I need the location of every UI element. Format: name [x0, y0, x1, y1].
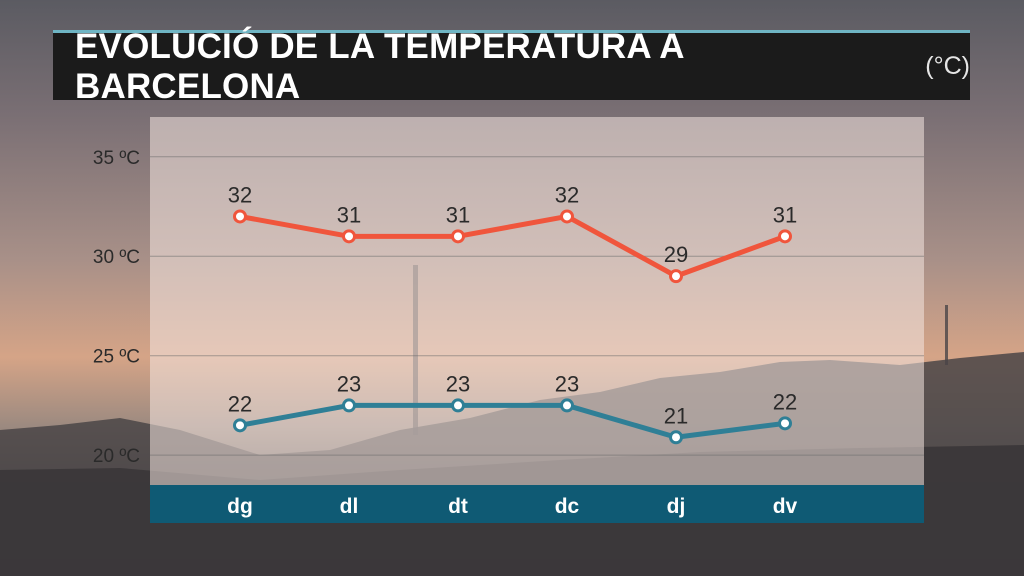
- x-tick-label: dj: [667, 495, 686, 518]
- x-tick-label: dt: [448, 495, 468, 518]
- x-axis-band: [150, 485, 924, 523]
- chart-title-unit: (°C): [925, 52, 970, 80]
- data-label-min: 21: [664, 403, 688, 428]
- x-tick-label: dl: [340, 495, 359, 518]
- x-axis-ticks: dg dl dt dc dj dv: [227, 495, 797, 518]
- x-tick-label: dv: [773, 495, 798, 518]
- y-tick-label: 30 ºC: [93, 247, 140, 268]
- data-point-min: [451, 398, 465, 413]
- title-bar: EVOLUCIÓ DE LA TEMPERATURA A BARCELONA (…: [53, 27, 970, 106]
- data-point-max: [233, 209, 247, 224]
- y-tick-label: 35 ºC: [93, 148, 140, 169]
- data-point-min: [560, 398, 574, 413]
- data-point-min: [233, 418, 247, 433]
- y-tick-label: 20 ºC: [93, 446, 140, 467]
- data-label-max: 31: [446, 202, 470, 227]
- data-label-min: 23: [446, 371, 470, 396]
- data-label-max: 32: [555, 182, 579, 207]
- data-label-max: 31: [337, 202, 361, 227]
- data-label-min: 22: [773, 389, 797, 414]
- data-label-min: 22: [228, 391, 252, 416]
- data-point-max: [778, 229, 792, 244]
- data-label-max: 29: [664, 242, 688, 267]
- x-tick-label: dg: [227, 495, 253, 518]
- series-line-max: [237, 213, 788, 279]
- chart-title: EVOLUCIÓ DE LA TEMPERATURA A BARCELONA: [75, 26, 684, 106]
- series-lines: 32 31 31 32 29 31 22 23 23 23 21 22: [228, 182, 797, 445]
- data-point-min: [778, 416, 792, 431]
- data-label-max: 32: [228, 182, 252, 207]
- y-tick-label: 25 ºC: [93, 347, 140, 368]
- data-point-min: [669, 430, 683, 445]
- data-label-min: 23: [555, 371, 579, 396]
- y-axis-ticks: 20 ºC 25 ºC 30 ºC 35 ºC: [93, 148, 140, 467]
- x-tick-label: dc: [555, 495, 580, 518]
- series-line-min: [237, 402, 788, 440]
- data-label-min: 23: [337, 371, 361, 396]
- data-point-max: [342, 229, 356, 244]
- gridlines: [150, 156, 924, 456]
- data-point-max: [451, 229, 465, 244]
- data-point-max: [560, 209, 574, 224]
- data-point-max: [669, 269, 683, 284]
- plot-area: [150, 117, 924, 485]
- data-label-max: 31: [773, 202, 797, 227]
- data-point-min: [342, 398, 356, 413]
